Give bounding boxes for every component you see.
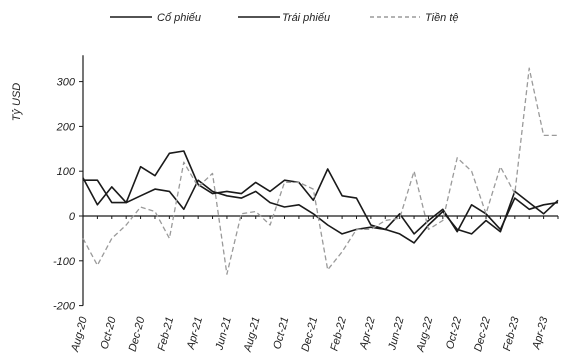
y-tick-label: -100 (53, 256, 76, 268)
x-tick-label: Feb-21 (156, 316, 177, 353)
x-tick-label: Dec-21 (299, 316, 320, 353)
x-tick-label: Aug-20 (69, 315, 90, 354)
legend-label-trai-phieu: Trái phiếu (282, 12, 330, 24)
x-tick-label: Dec-22 (472, 316, 493, 353)
series-line-trai-phieu (83, 150, 559, 235)
legend-label-co-phieu: Cổ phiếu (157, 12, 201, 24)
y-tick-label: 0 (69, 211, 76, 223)
x-tick-label: Oct-22 (444, 316, 464, 351)
x-tick-label: Feb-22 (328, 316, 349, 353)
y-axis-title: Tỷ USD (11, 83, 23, 122)
x-tick-label: Jun-21 (213, 316, 234, 353)
y-tick-label: 200 (56, 121, 76, 133)
x-tick-label: Dec-20 (127, 315, 148, 353)
y-tick-label: 300 (57, 77, 76, 89)
y-tick-label: 100 (57, 166, 76, 178)
x-tick-label: Apr-22 (357, 316, 377, 352)
x-tick-label: Aug-21 (242, 316, 263, 354)
x-tick-label: Apr-21 (185, 316, 205, 352)
legend: Cổ phiếu Trái phiếu Tiền tệ (110, 12, 459, 24)
x-tick-label: Oct-21 (271, 316, 291, 351)
x-tick-label: Oct-20 (99, 315, 119, 351)
x-tick-label: Aug-22 (414, 316, 435, 354)
x-tick-label: Jun-22 (386, 316, 407, 353)
series-line-co-phieu (82, 177, 559, 244)
series-group (82, 67, 559, 275)
legend-label-tien-te: Tiền tệ (425, 12, 459, 24)
x-tick-label: Feb-23 (501, 315, 522, 353)
y-tick-label: -200 (53, 301, 76, 313)
x-tick-label: Apr-23 (530, 315, 551, 352)
series-line-tien-te (82, 67, 558, 275)
